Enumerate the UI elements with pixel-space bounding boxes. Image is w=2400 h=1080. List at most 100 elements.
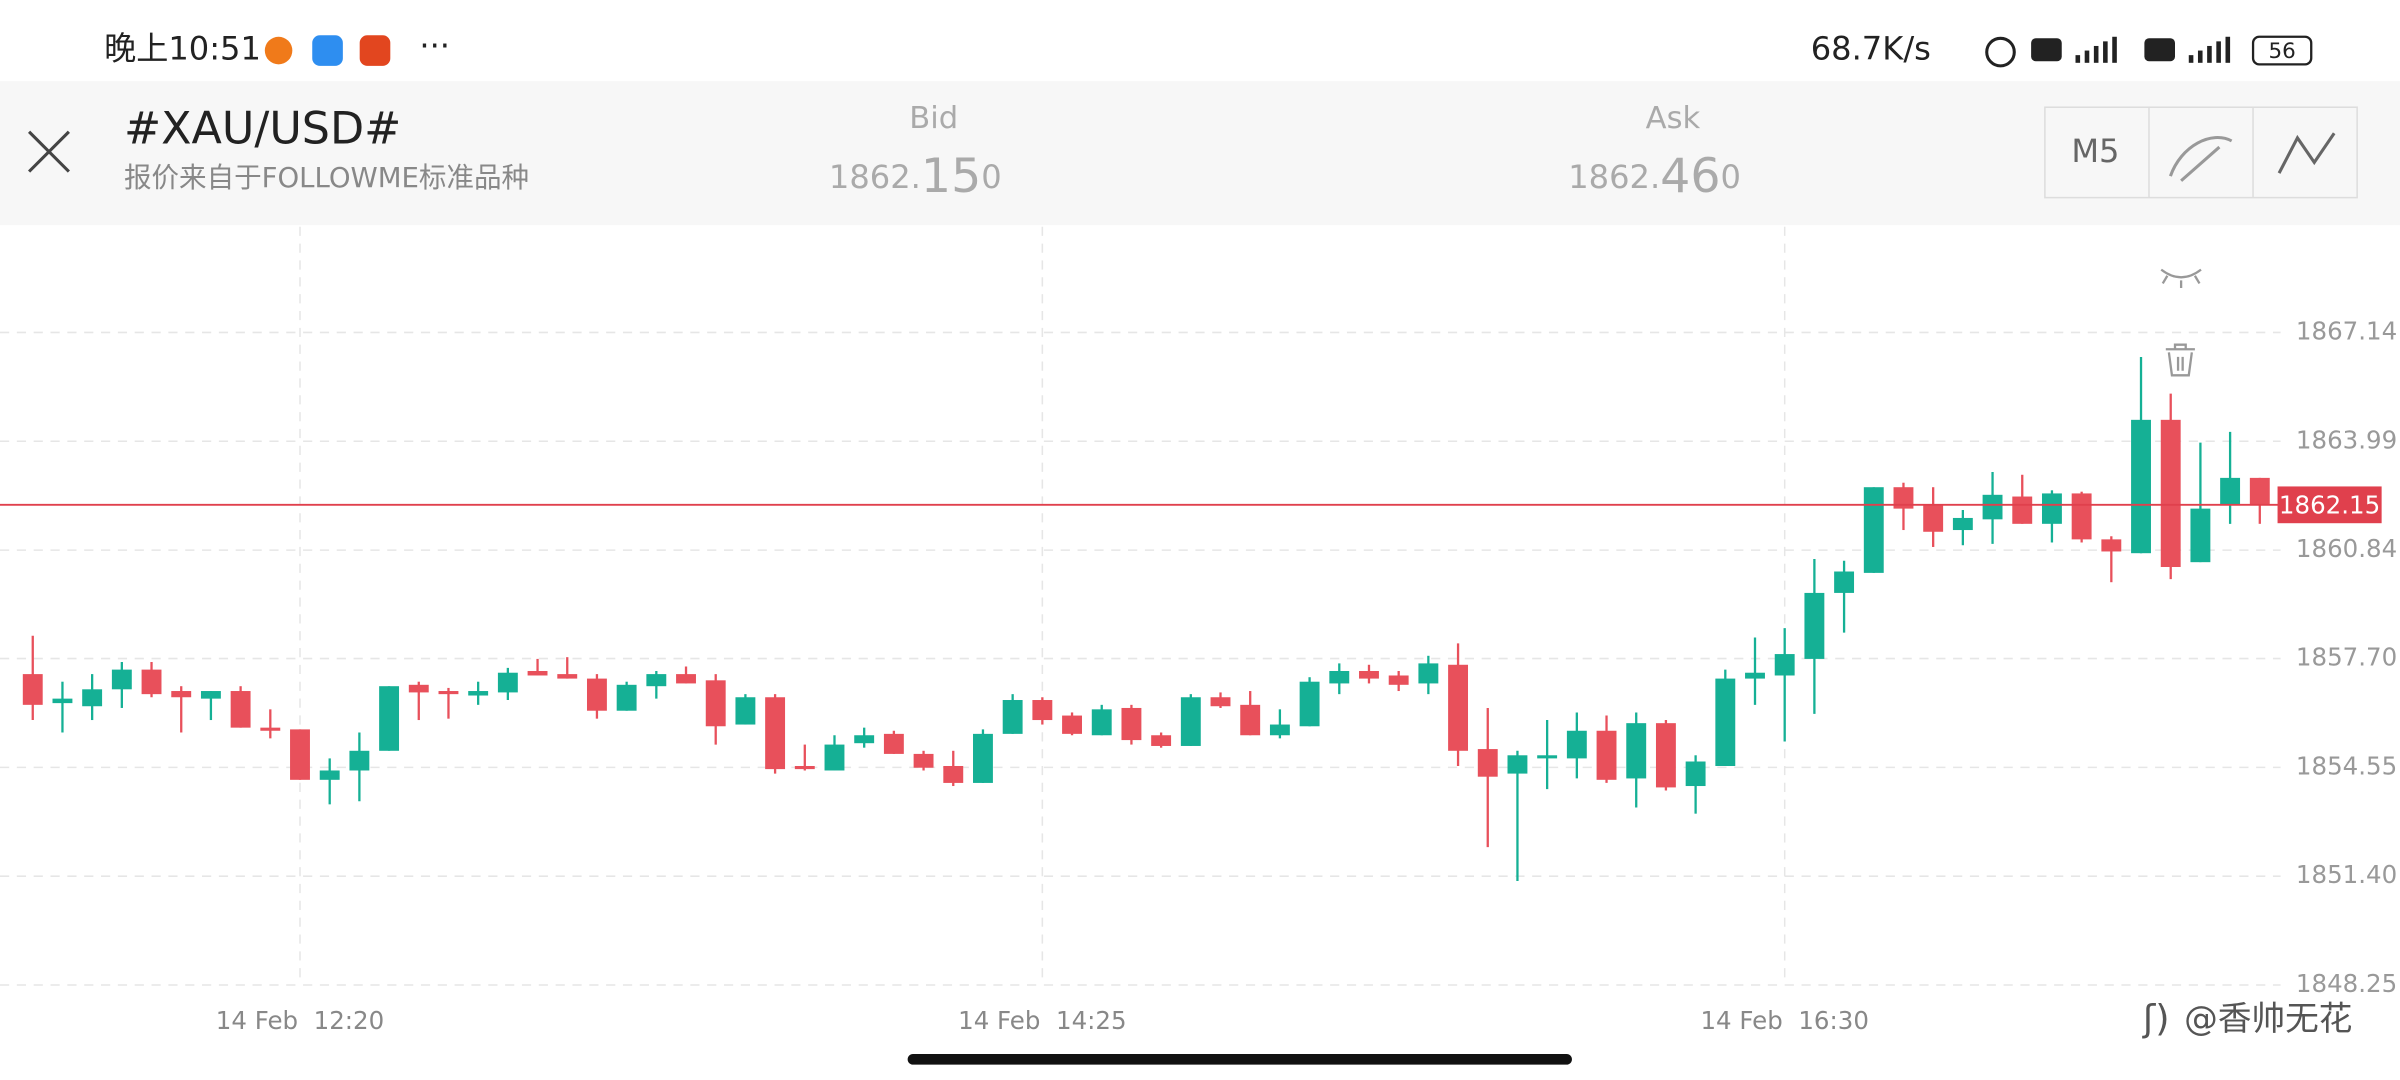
indicator-button[interactable] — [2277, 132, 2336, 174]
candle-body — [408, 684, 429, 693]
y-tick-label: 1854.55 — [2296, 751, 2397, 780]
symbol-subtitle: 报价来自于FOLLOWME标准品种 — [124, 162, 529, 194]
candle-body — [141, 669, 162, 695]
candle-body — [943, 765, 964, 783]
candle-body — [2131, 419, 2151, 554]
header-bar — [0, 81, 2400, 226]
battery — [2251, 35, 2313, 66]
ask-price: 1862.460 — [1568, 149, 1741, 204]
app-icon — [359, 35, 391, 66]
candle-body — [1804, 592, 1825, 659]
timeframe-button[interactable]: M5 — [2071, 132, 2119, 170]
candle-body — [1269, 724, 1290, 736]
candle-body — [200, 691, 221, 699]
candle-body — [82, 689, 103, 707]
candle-body — [1002, 700, 1023, 734]
y-tick-label: 1851.40 — [2296, 860, 2397, 889]
candle-body — [1566, 730, 1587, 759]
candle-body — [438, 691, 459, 695]
app-icon — [312, 35, 343, 66]
watermark-logo: ʃ) — [2142, 997, 2170, 1040]
candle-body — [2101, 539, 2122, 552]
toolbar — [2044, 106, 2358, 199]
more-dots: ··· — [419, 26, 450, 64]
candle-body — [1685, 761, 1706, 787]
candle-body — [171, 691, 192, 698]
candle-body — [468, 691, 489, 696]
candle-body — [1774, 654, 1795, 676]
candle-body — [52, 698, 73, 704]
delete-icon[interactable] — [2165, 343, 2195, 377]
battery-level: 56 — [2269, 39, 2296, 64]
candle-body — [1923, 505, 1944, 532]
y-tick-label: 1867.14 — [2296, 316, 2397, 345]
candle-body — [2160, 419, 2181, 568]
x-tick-label: 14 Feb 12:20 — [216, 1006, 384, 1035]
candle-body — [1952, 517, 1973, 531]
candle-body — [794, 765, 815, 770]
y-tick-label: 1863.99 — [2296, 425, 2397, 454]
bid-price: 1862.150 — [829, 149, 1002, 204]
candle-body — [527, 670, 548, 676]
close-button[interactable] — [27, 130, 70, 173]
candle-body — [1359, 670, 1379, 679]
candle-body — [854, 735, 875, 744]
candle-body — [1863, 487, 1884, 573]
candle-body — [379, 686, 400, 751]
candle-body — [1388, 675, 1409, 685]
y-tick-label: 1848.25 — [2296, 969, 2397, 998]
status-time: 晚上10:51 — [104, 30, 261, 68]
candle-body — [1121, 707, 1142, 741]
candle-body — [973, 733, 993, 783]
candle-body — [1626, 723, 1647, 779]
candle-body — [230, 691, 251, 728]
candle-body — [705, 680, 726, 727]
draw-button[interactable] — [2168, 136, 2233, 182]
candle-body — [2249, 477, 2270, 505]
status-icons — [1985, 36, 2231, 68]
candle-body — [1537, 755, 1558, 759]
candle-body — [1477, 749, 1498, 777]
candle-body — [111, 669, 132, 690]
candle-body — [913, 753, 934, 768]
candle-body — [2220, 477, 2241, 506]
candle-body — [1032, 700, 1053, 721]
candle-body — [824, 744, 845, 771]
candle-body — [1151, 735, 1172, 746]
x-tick-label: 14 Feb 14:25 — [958, 1006, 1126, 1035]
home-indicator — [907, 1053, 1572, 1065]
hide-icon[interactable] — [2160, 268, 2202, 288]
ask-label: Ask — [1646, 101, 1701, 136]
plot-area: 1848.25 1851.40 1854.55 1857.70 1860.84 1863.… — [0, 226, 2397, 1035]
bid-label: Bid — [909, 101, 958, 136]
network-speed: 68.7K/s — [1811, 30, 1931, 68]
candle-body — [557, 674, 578, 679]
candle-body — [1180, 697, 1201, 746]
y-tick-label: 1857.70 — [2296, 643, 2397, 672]
candle-body — [260, 727, 281, 731]
candle-body — [22, 674, 43, 705]
candle-body — [1715, 678, 1736, 766]
candle-body — [349, 750, 370, 771]
candle-body — [883, 733, 904, 754]
candle-body — [1655, 723, 1676, 788]
current-price-label: 1862.15 — [2279, 490, 2380, 519]
candle-body — [319, 770, 340, 780]
candle-body — [735, 697, 756, 725]
candle-body — [616, 684, 637, 711]
candle-body — [2012, 496, 2033, 524]
candle-body — [1745, 672, 1765, 679]
candle-body — [2190, 508, 2211, 563]
candle-body — [1448, 664, 1469, 751]
y-tick-label: 1860.84 — [2296, 534, 2397, 563]
candle-body — [1893, 487, 1914, 509]
candle-body — [1834, 571, 1855, 593]
candle-body — [646, 674, 667, 687]
candle-body — [765, 697, 786, 770]
candle-body — [1329, 670, 1350, 684]
watermark: @香帅无花 — [2184, 999, 2352, 1038]
candle-body — [1062, 715, 1082, 734]
candle-body — [1418, 663, 1439, 684]
candle-body — [1596, 730, 1617, 780]
